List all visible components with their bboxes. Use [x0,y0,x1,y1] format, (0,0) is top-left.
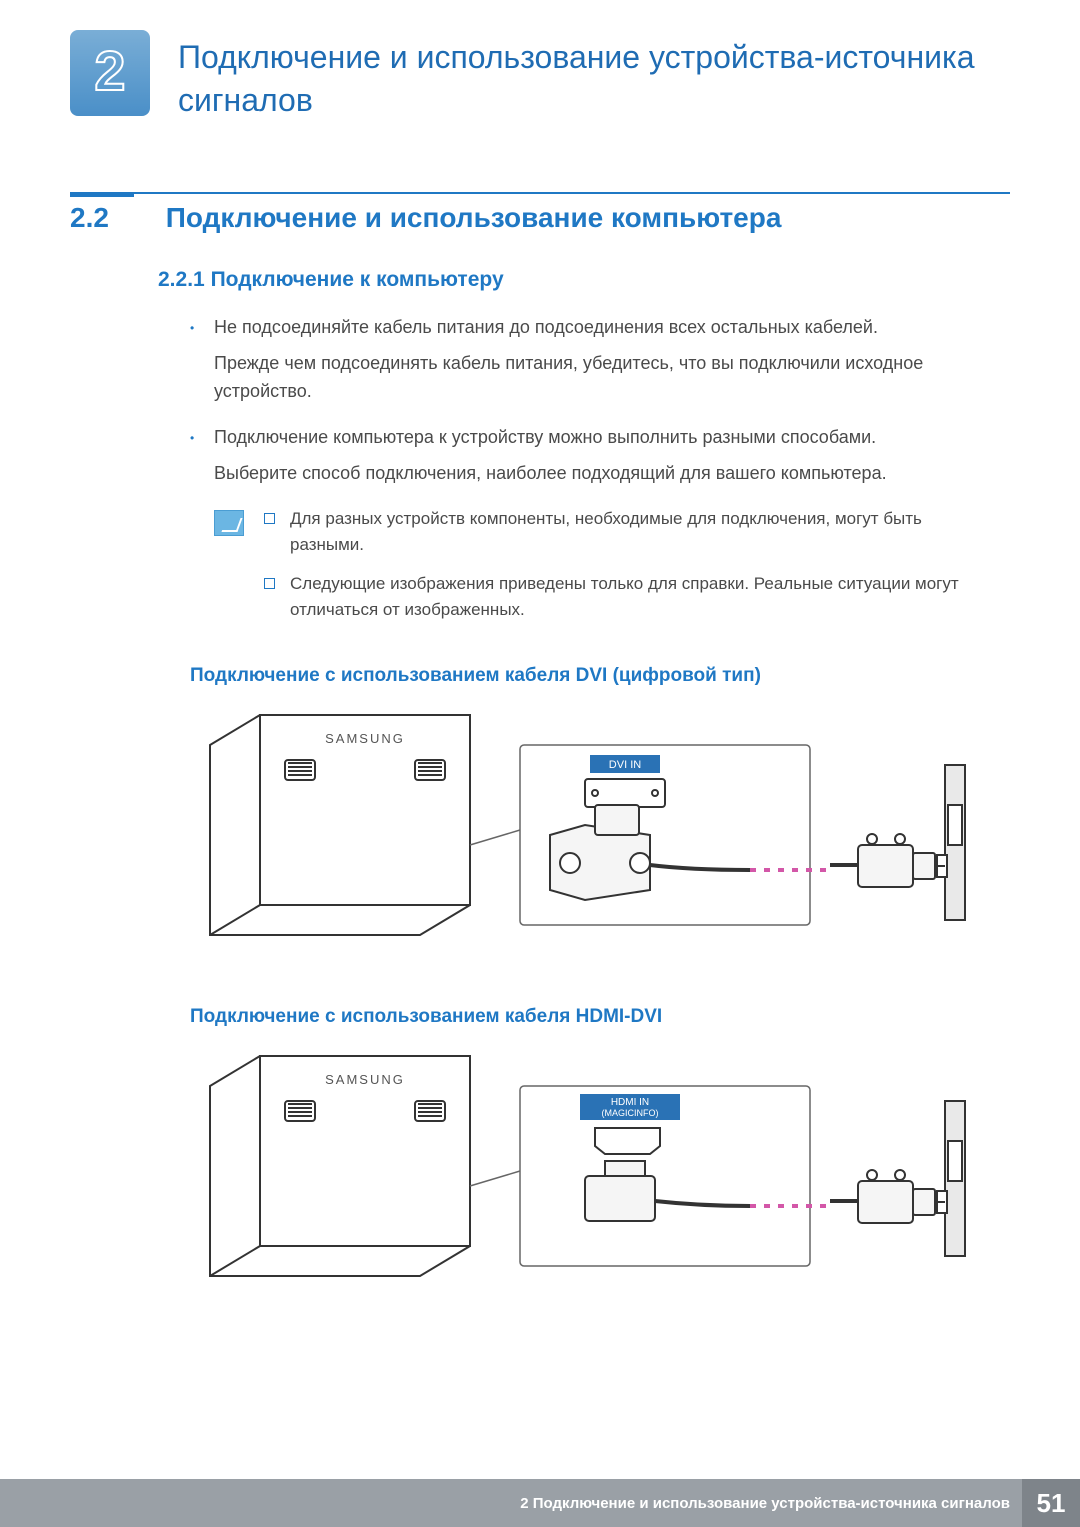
note-item: Следующие изображения приведены только д… [264,571,980,624]
diagram-hdmi: SAMSUNG HDMI IN (MAGICINFO) [190,1046,1010,1311]
brand-label: SAMSUNG [325,731,405,746]
section-heading: 2.2 Подключение и использование компьюте… [70,192,1010,234]
subsection-heading: 2.2.1 Подключение к компьютеру [158,268,1010,292]
section-rule-accent [70,192,134,197]
diagram-dvi-svg: SAMSUNG DVI IN [190,705,970,965]
subsection-title: Подключение к компьютеру [211,268,504,291]
section-number: 2.2 [70,202,158,234]
note-block: Для разных устройств компоненты, необход… [214,506,980,635]
brand-label: SAMSUNG [325,1072,405,1087]
diagram-hdmi-svg: SAMSUNG HDMI IN (MAGICINFO) [190,1046,970,1306]
section-title: Подключение и использование компьютера [166,202,782,233]
bullet-para: Выберите способ подключения, наиболее по… [214,460,990,488]
port-label-hdmi-2: (MAGICINFO) [602,1108,659,1118]
note-list: Для разных устройств компоненты, необход… [264,506,980,635]
subsection-number: 2.2.1 [158,268,205,291]
figure-heading-hdmi: Подключение с использованием кабеля HDMI… [190,1006,1010,1028]
port-label-hdmi-1: HDMI IN [611,1097,649,1108]
bullet-para: Прежде чем подсоединять кабель питания, … [214,350,990,406]
bullet-lead: Не подсоединяйте кабель питания до подсо… [214,317,878,337]
bullet-list: Не подсоединяйте кабель питания до подсо… [190,314,990,487]
bullet-lead: Подключение компьютера к устройству можн… [214,427,876,447]
bullet-item: Не подсоединяйте кабель питания до подсо… [190,314,990,406]
footer-text: 2 Подключение и использование устройства… [520,1495,1022,1512]
chapter-header: 2 Подключение и использование устройства… [70,30,1010,122]
bullet-item: Подключение компьютера к устройству можн… [190,424,990,488]
chapter-number-icon: 2 [80,38,140,108]
chapter-number-badge: 2 [70,30,150,116]
chapter-title: Подключение и использование устройства-и… [178,30,1010,122]
page: 2 Подключение и использование устройства… [0,0,1080,1527]
page-footer: 2 Подключение и использование устройства… [0,1479,1080,1527]
note-item: Для разных устройств компоненты, необход… [264,506,980,559]
note-icon [214,510,244,536]
chapter-number-text: 2 [94,39,125,102]
diagram-dvi: SAMSUNG DVI IN [190,705,1010,970]
figure-heading-dvi: Подключение с использованием кабеля DVI … [190,665,1010,687]
footer-page-number: 51 [1022,1479,1080,1527]
port-label-dvi: DVI IN [609,759,641,771]
